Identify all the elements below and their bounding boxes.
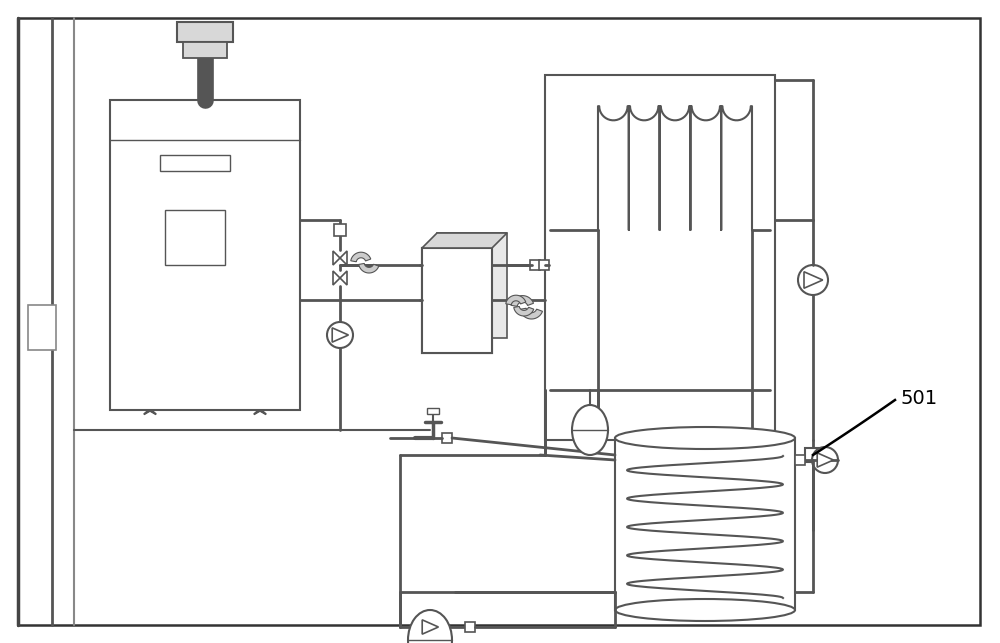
Bar — [422, 248, 492, 353]
Bar — [615, 438, 795, 610]
Bar — [28, 305, 56, 350]
Bar — [165, 210, 225, 265]
Polygon shape — [422, 233, 507, 248]
Polygon shape — [351, 252, 371, 262]
Polygon shape — [506, 295, 526, 305]
Polygon shape — [511, 296, 533, 306]
Circle shape — [417, 614, 443, 640]
Polygon shape — [332, 328, 348, 342]
Polygon shape — [333, 271, 347, 285]
Bar — [442, 433, 452, 443]
Polygon shape — [422, 620, 438, 634]
Bar — [422, 248, 492, 353]
Circle shape — [798, 265, 828, 295]
Bar — [530, 260, 540, 270]
Text: 501: 501 — [900, 388, 937, 408]
Polygon shape — [804, 272, 823, 288]
Bar — [465, 622, 475, 632]
Circle shape — [812, 447, 838, 473]
Polygon shape — [520, 308, 542, 319]
Ellipse shape — [572, 405, 608, 455]
Bar — [177, 22, 233, 42]
Bar — [795, 455, 805, 465]
Bar — [110, 100, 300, 410]
Ellipse shape — [408, 610, 452, 643]
Bar — [183, 42, 227, 58]
Bar — [334, 224, 346, 236]
Bar — [805, 448, 821, 462]
Polygon shape — [817, 453, 833, 467]
Ellipse shape — [615, 427, 795, 449]
Polygon shape — [359, 264, 379, 273]
Bar — [427, 408, 439, 414]
Ellipse shape — [615, 599, 795, 621]
Bar — [437, 233, 507, 338]
Bar — [539, 260, 549, 270]
Polygon shape — [144, 411, 156, 415]
Bar — [160, 155, 230, 171]
Polygon shape — [514, 307, 534, 316]
Polygon shape — [254, 411, 266, 415]
Polygon shape — [333, 251, 347, 265]
Circle shape — [327, 322, 353, 348]
Bar — [545, 75, 775, 440]
